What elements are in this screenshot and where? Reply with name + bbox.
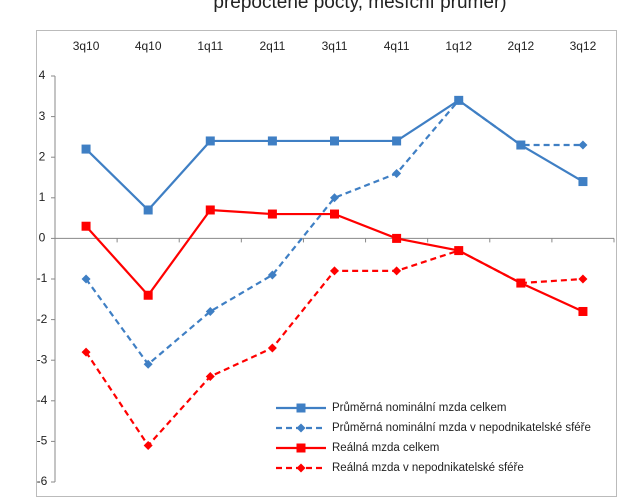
data-point	[267, 136, 277, 146]
x-tick-label: 2q12	[507, 39, 534, 53]
y-tick-label: -5	[37, 434, 48, 448]
data-point	[81, 144, 91, 154]
legend-label: Průměrná nominální mzda v nepodnikatelsk…	[332, 422, 591, 434]
y-tick-label: -4	[37, 393, 48, 407]
legend-marker	[296, 443, 306, 453]
data-point	[516, 278, 526, 288]
data-point	[392, 233, 402, 243]
y-tick-label: 1	[39, 190, 46, 204]
data-point	[205, 205, 215, 215]
y-tick-label: -2	[37, 312, 48, 326]
data-point	[392, 168, 402, 178]
series-line	[85, 208, 584, 313]
chart-border	[36, 30, 617, 497]
data-point	[330, 266, 339, 276]
legend-marker	[296, 403, 306, 413]
x-tick-label: 3q10	[73, 39, 100, 53]
data-point	[578, 140, 588, 150]
data-point	[516, 140, 526, 150]
data-point	[578, 177, 588, 187]
data-point	[330, 209, 339, 219]
x-tick-label: 2q11	[259, 39, 285, 53]
data-point	[392, 266, 402, 276]
y-tick-label: 0	[39, 231, 46, 245]
data-point	[205, 136, 215, 146]
x-tick-label: 3q12	[570, 39, 597, 53]
chart-title: přepočtené počty, měsíční průměr)	[213, 0, 506, 13]
data-point	[267, 270, 277, 280]
x-tick-label: 1q11	[197, 39, 223, 53]
data-point	[267, 209, 277, 219]
legend-label: Reálná mzda v nepodnikatelské sféře	[332, 462, 524, 474]
data-point	[81, 274, 91, 284]
y-tick-label: 3	[39, 109, 46, 123]
data-point	[578, 306, 588, 316]
data-point	[578, 274, 588, 284]
data-point	[143, 359, 153, 369]
legend-label: Průměrná nominální mzda celkem	[332, 402, 507, 414]
x-tick-label: 1q12	[445, 39, 472, 53]
data-point	[267, 343, 277, 353]
legend-marker	[296, 463, 306, 473]
data-point	[454, 246, 464, 256]
y-tick-label: -3	[37, 352, 48, 366]
y-tick-label: -1	[37, 271, 48, 285]
data-point	[454, 95, 464, 105]
data-point	[205, 306, 215, 316]
x-tick-label: 4q11	[384, 39, 410, 53]
y-tick-label: -6	[37, 474, 48, 488]
data-point	[392, 136, 402, 146]
data-point	[143, 290, 153, 300]
x-tick-label: 3q11	[322, 39, 348, 53]
data-point	[81, 347, 91, 357]
data-point	[143, 440, 153, 450]
y-tick-label: 4	[39, 68, 46, 82]
legend-label: Reálná mzda celkem	[332, 442, 439, 454]
data-point	[205, 371, 215, 381]
data-point	[81, 221, 91, 231]
legend-marker	[296, 423, 306, 433]
data-point	[330, 136, 339, 146]
data-point	[330, 193, 339, 203]
data-point	[143, 205, 153, 215]
x-tick-label: 4q10	[135, 39, 162, 53]
y-tick-label: 2	[39, 149, 46, 163]
series-line	[85, 98, 583, 366]
